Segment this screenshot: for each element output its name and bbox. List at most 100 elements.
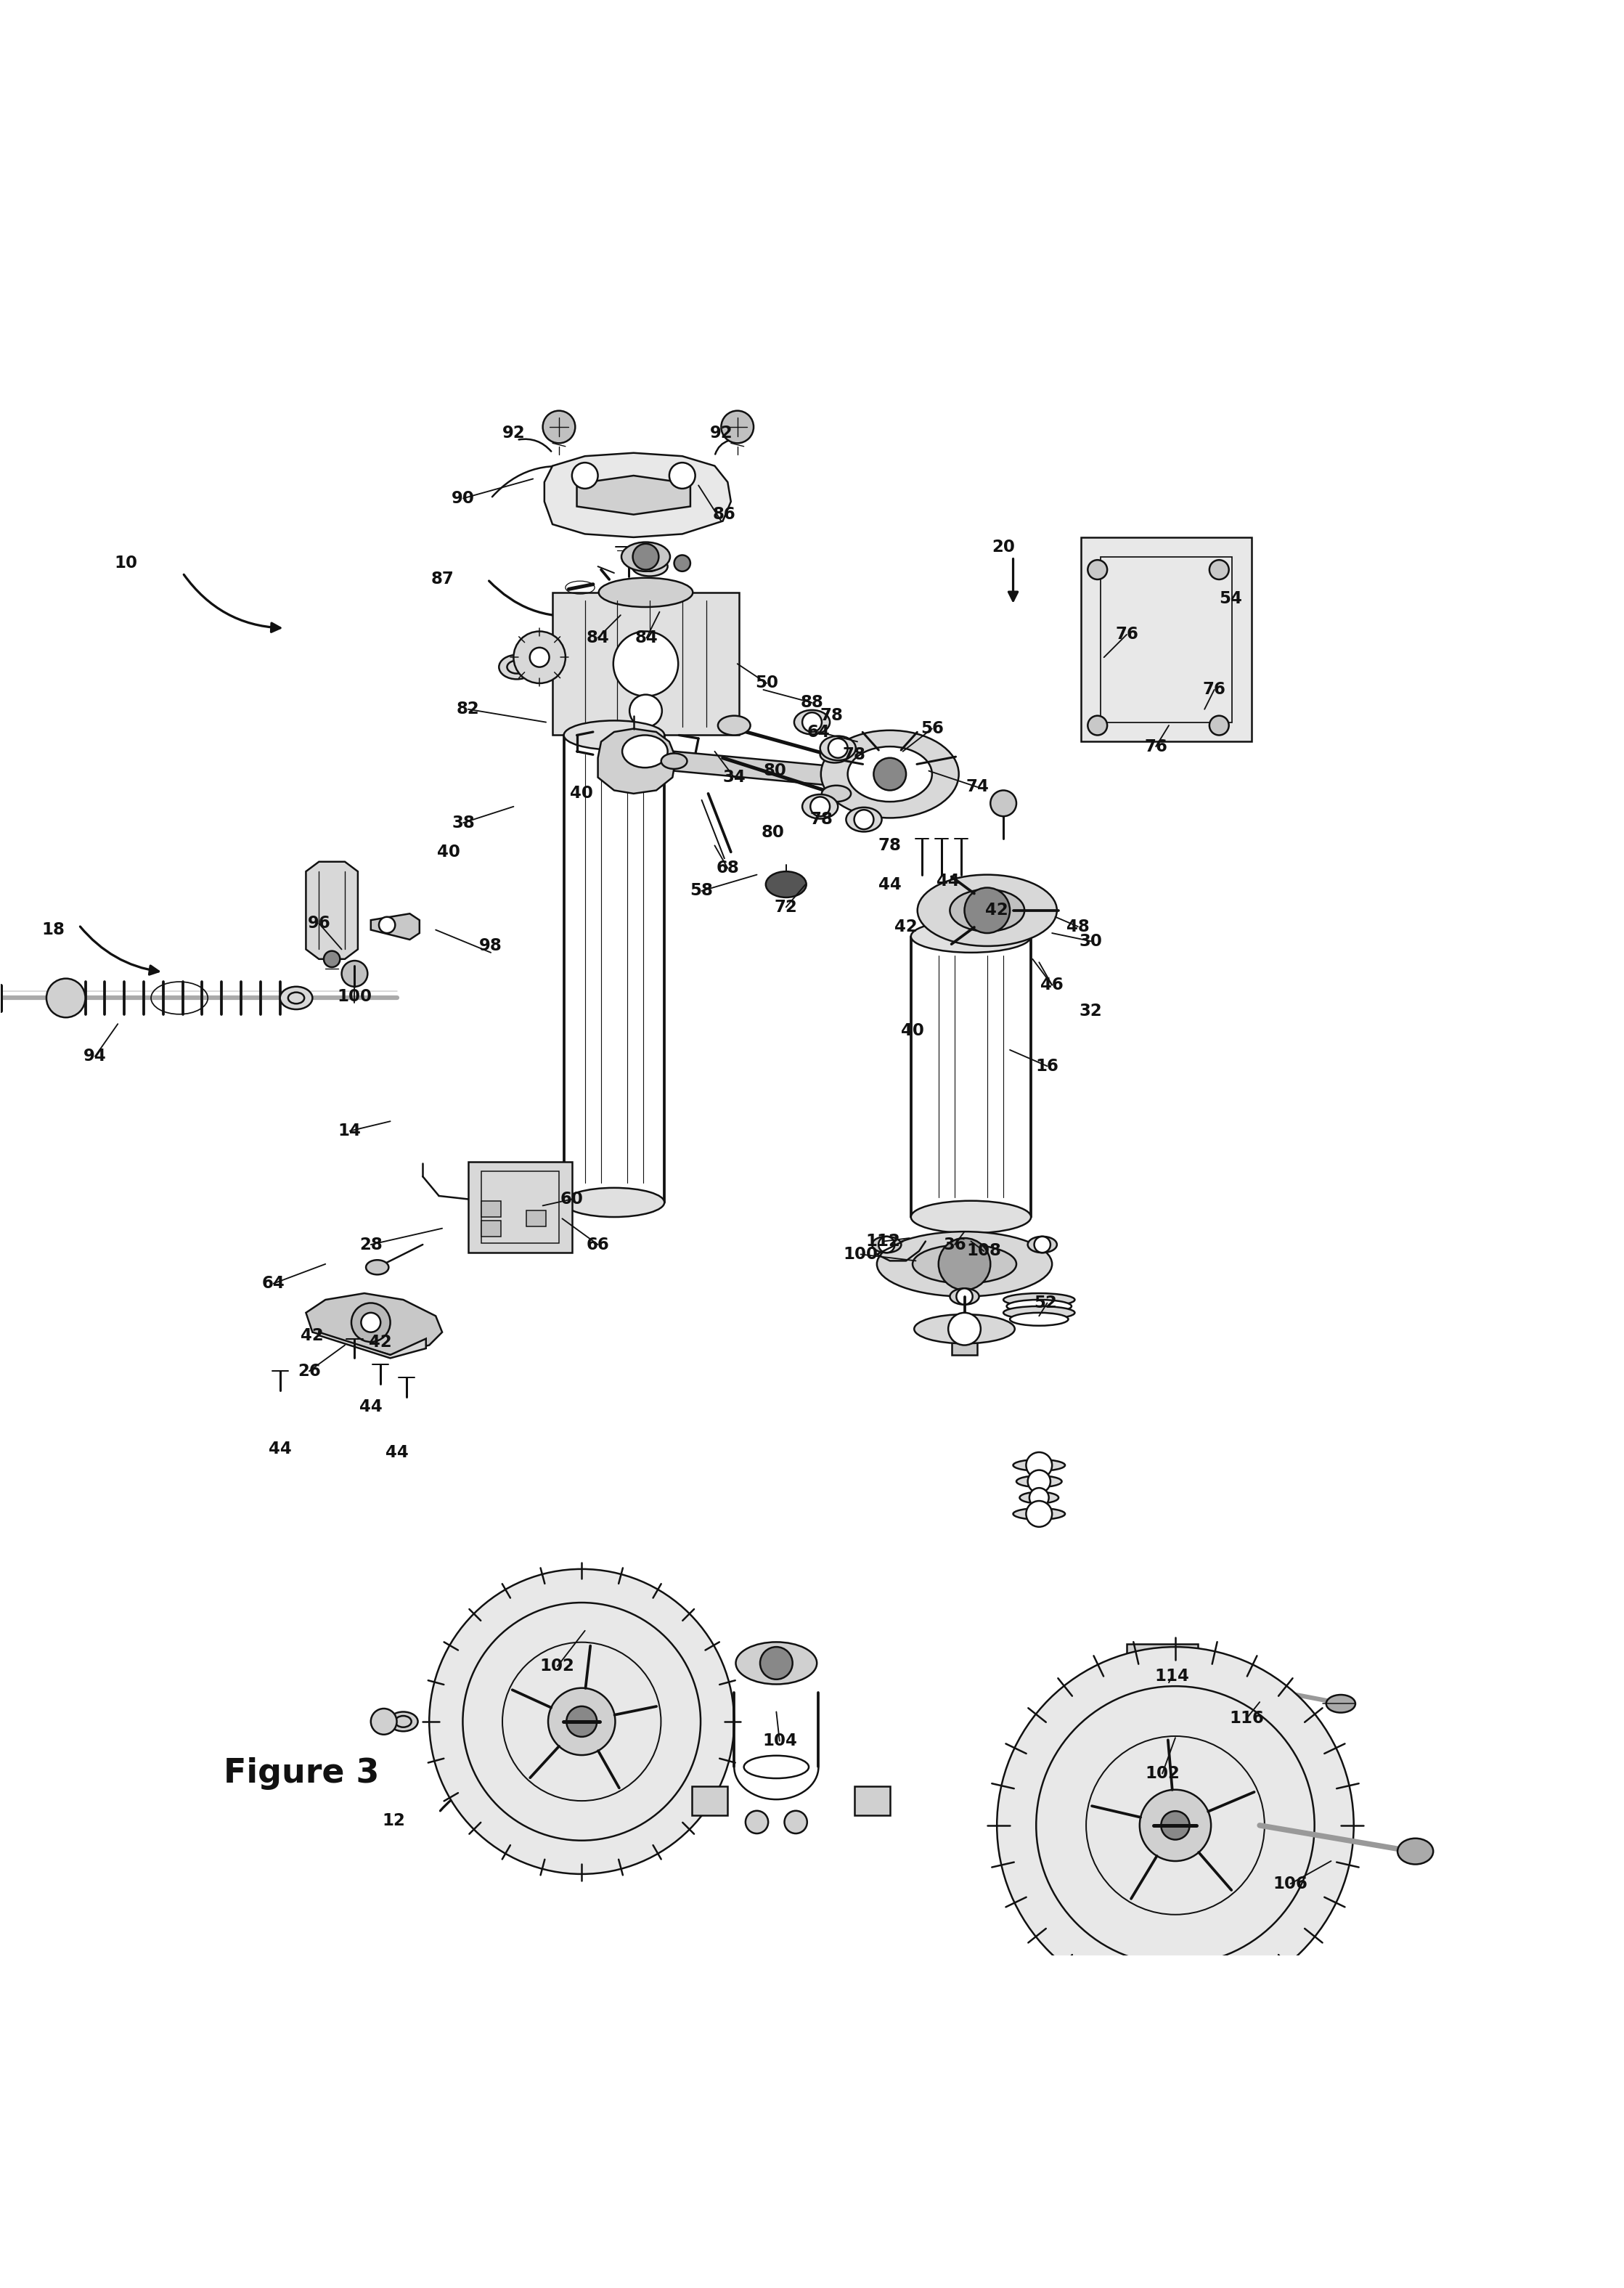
Ellipse shape [913,1245,1017,1284]
Ellipse shape [744,1755,809,1778]
Ellipse shape [601,581,674,629]
Circle shape [810,796,830,817]
Text: 42: 42 [300,1327,323,1343]
Text: 40: 40 [901,1023,924,1039]
Text: Figure 3: Figure 3 [222,1757,378,1789]
Text: 54: 54 [1220,590,1242,606]
Circle shape [674,556,690,572]
Text: 36: 36 [944,1236,966,1254]
Circle shape [633,545,659,570]
Text: 86: 86 [713,506,736,524]
Text: 20: 20 [992,538,1015,556]
Text: 92: 92 [710,426,732,442]
Circle shape [47,979,86,1018]
Bar [526,1210,546,1226]
Text: 18: 18 [41,922,65,938]
Circle shape [1028,1471,1051,1492]
Text: 64: 64 [807,723,830,741]
Text: 98: 98 [479,938,502,954]
Ellipse shape [1398,1837,1434,1865]
Bar [468,1162,572,1254]
Text: 84: 84 [586,629,609,645]
Ellipse shape [848,746,932,801]
Circle shape [1210,561,1229,579]
Text: 32: 32 [1080,1002,1103,1020]
Text: 48: 48 [1067,917,1090,936]
Ellipse shape [820,737,856,760]
Text: 58: 58 [690,883,713,899]
Bar [552,593,739,734]
Circle shape [1034,1236,1051,1254]
Ellipse shape [911,920,1031,952]
Ellipse shape [877,1231,1052,1297]
Text: 88: 88 [801,693,823,712]
Ellipse shape [1007,1300,1072,1313]
Text: 66: 66 [586,1236,609,1254]
Bar [481,1220,500,1236]
Text: 100: 100 [843,1247,879,1263]
Ellipse shape [388,1711,417,1732]
Ellipse shape [1020,1492,1059,1503]
Polygon shape [544,453,731,538]
Text: 44: 44 [937,872,960,890]
Bar [481,1171,559,1242]
Ellipse shape [767,872,807,897]
Text: 72: 72 [775,899,797,915]
Bar [952,1329,978,1354]
Text: 38: 38 [451,815,474,831]
Polygon shape [305,1293,442,1354]
Text: 94: 94 [83,1048,107,1064]
Text: 16: 16 [1036,1057,1059,1075]
Polygon shape [577,476,690,515]
Text: 52: 52 [1034,1295,1057,1311]
Text: 78: 78 [879,837,901,853]
Ellipse shape [1017,1476,1062,1487]
Circle shape [991,789,1017,817]
Circle shape [567,1707,598,1737]
Text: 42: 42 [895,917,918,936]
Ellipse shape [1013,1460,1065,1471]
Polygon shape [305,863,357,959]
Ellipse shape [564,721,664,750]
Bar [854,1787,890,1817]
Text: 108: 108 [966,1242,1002,1258]
Text: 56: 56 [921,721,944,737]
Circle shape [802,712,822,732]
Bar [1082,538,1252,741]
Circle shape [429,1570,734,1874]
Circle shape [513,631,565,684]
Ellipse shape [279,986,312,1009]
Text: 10: 10 [114,556,138,572]
Circle shape [572,462,598,490]
Circle shape [874,757,906,789]
Circle shape [854,810,874,828]
Ellipse shape [736,1643,817,1684]
Text: 76: 76 [1145,739,1168,755]
Circle shape [721,412,754,444]
Text: 80: 80 [763,762,786,780]
Bar [1101,556,1233,723]
Text: 44: 44 [385,1444,408,1460]
Circle shape [760,1647,793,1679]
Ellipse shape [794,709,830,734]
Text: 44: 44 [268,1441,292,1457]
Polygon shape [674,750,883,789]
Text: 114: 114 [1155,1668,1189,1684]
Polygon shape [598,728,676,794]
Text: 46: 46 [1041,977,1064,993]
Ellipse shape [820,730,958,817]
Circle shape [1088,716,1108,734]
Ellipse shape [718,716,750,734]
Circle shape [948,1313,981,1345]
Text: 44: 44 [879,876,901,892]
Text: 102: 102 [539,1659,575,1675]
Circle shape [965,888,1010,934]
Text: 76: 76 [1203,682,1226,698]
Text: 90: 90 [451,490,474,506]
Text: 44: 44 [359,1398,382,1416]
Circle shape [1210,716,1229,734]
Circle shape [1026,1501,1052,1526]
Text: 14: 14 [338,1123,361,1139]
Ellipse shape [872,1236,901,1254]
Text: 112: 112 [866,1233,901,1249]
